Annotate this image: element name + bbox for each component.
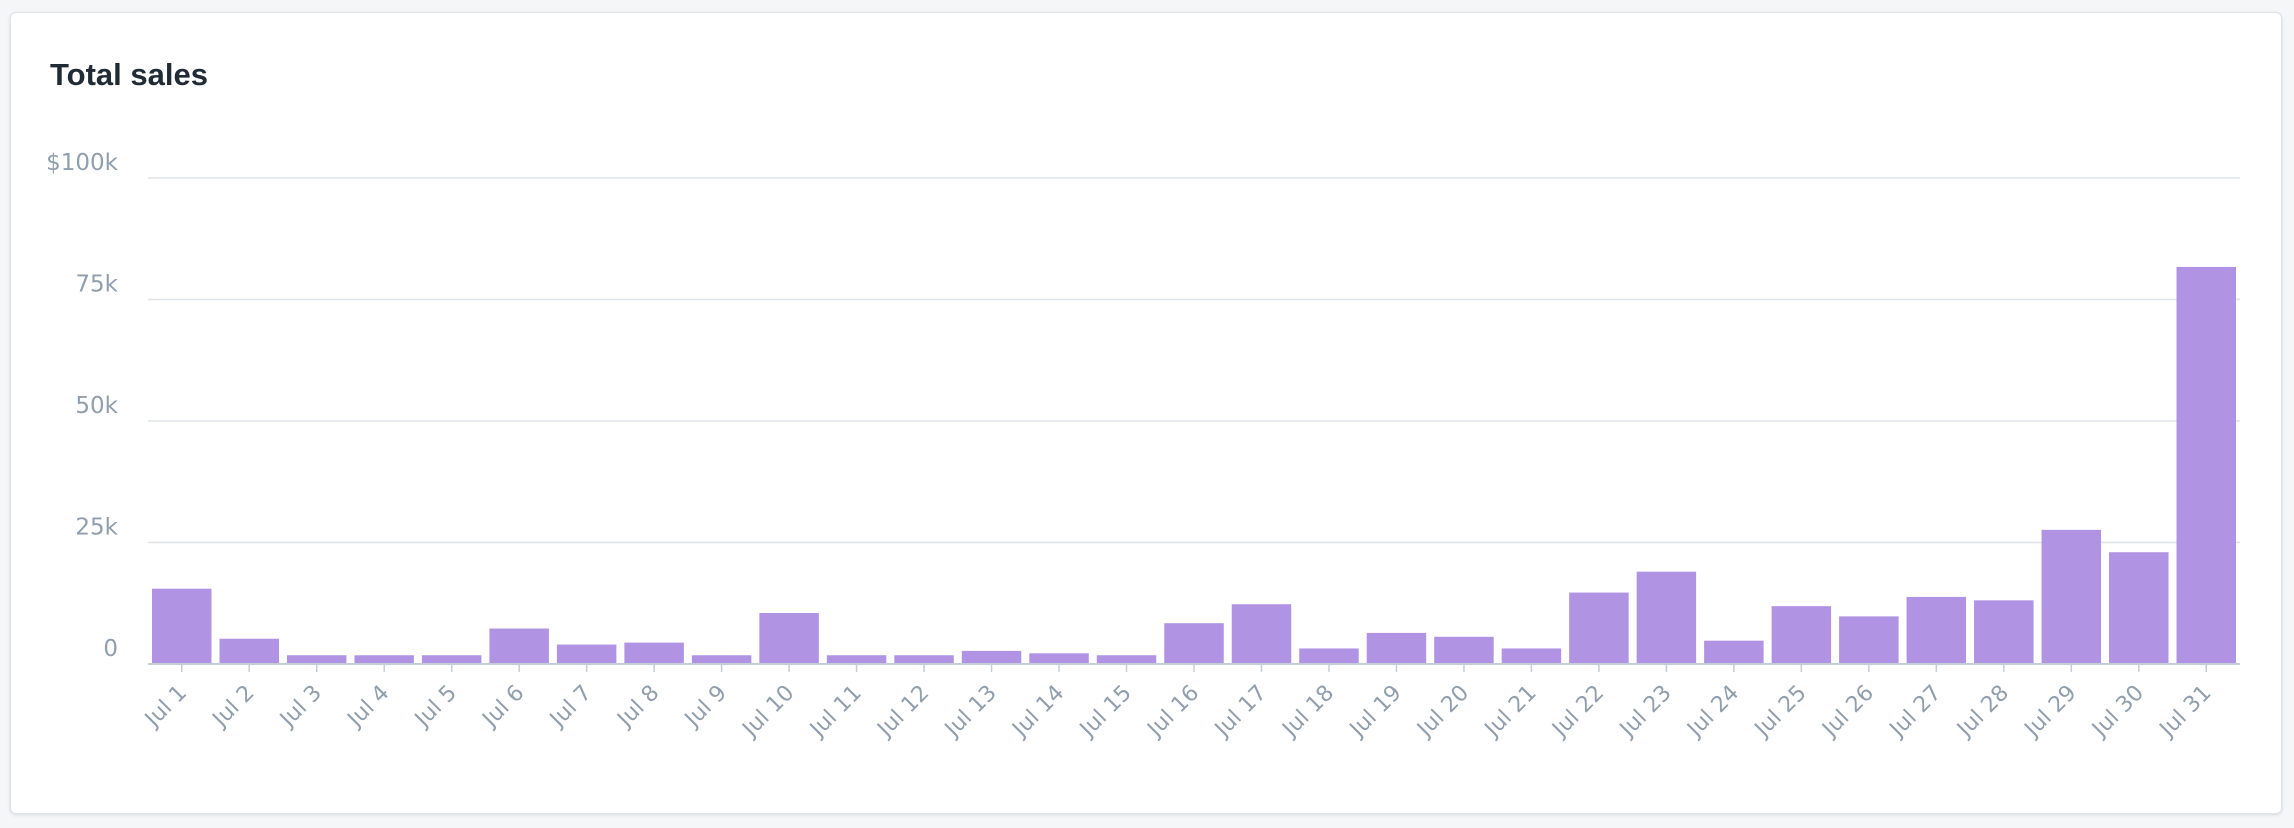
bar[interactable] — [961, 650, 1022, 664]
bar[interactable] — [2109, 552, 2169, 664]
bar[interactable] — [421, 655, 482, 664]
bar[interactable] — [1299, 648, 1359, 664]
x-tick-label: Jul 22 — [1547, 681, 1610, 744]
x-tick-label: Jul 18 — [1277, 681, 1340, 744]
x-tick-label: Jul 4 — [342, 681, 395, 734]
x-tick-label: Jul 30 — [2086, 681, 2149, 744]
x-tick-label: Jul 29 — [2019, 681, 2082, 744]
x-tick-label: Jul 8 — [612, 681, 665, 734]
x-axis — [148, 663, 2240, 672]
x-tick-label: Jul 2 — [207, 681, 260, 734]
bar[interactable] — [152, 588, 212, 664]
x-tick-label: Jul 17 — [1209, 681, 1272, 744]
bar[interactable] — [1231, 604, 1292, 664]
x-tick-label: Jul 7 — [544, 681, 597, 734]
x-tick-label: Jul 14 — [1007, 681, 1070, 744]
bar[interactable] — [2176, 266, 2236, 664]
x-tick-label: Jul 25 — [1749, 681, 1812, 744]
bars — [152, 266, 2236, 664]
y-tick-label: 75k — [75, 272, 118, 298]
bar[interactable] — [1569, 592, 1629, 664]
y-tick-label: 50k — [75, 393, 118, 419]
bar[interactable] — [1839, 616, 1899, 664]
bar[interactable] — [826, 655, 887, 664]
bar[interactable] — [354, 655, 414, 664]
y-axis-ticks: 0 25k 50k 75k $100k — [46, 150, 119, 662]
x-axis-ticks: Jul 1 Jul 2 Jul 3 Jul 4 Jul 5 Jul 6 Jul 7 Jul 8… — [139, 681, 2216, 744]
x-tick-label: Jul 12 — [872, 681, 935, 744]
x-tick-label: Jul 23 — [1614, 681, 1677, 744]
bar[interactable] — [894, 655, 954, 664]
y-tick-label: 25k — [75, 515, 118, 541]
x-tick-label: Jul 28 — [1951, 681, 2014, 744]
bar[interactable] — [759, 612, 819, 664]
bar[interactable] — [1771, 606, 1832, 664]
bar[interactable] — [556, 644, 617, 664]
bar[interactable] — [691, 655, 752, 664]
bar[interactable] — [1636, 571, 1697, 664]
bar[interactable] — [624, 642, 684, 664]
bar[interactable] — [1096, 655, 1157, 664]
bar[interactable] — [1029, 653, 1089, 664]
gridlines — [148, 177, 2240, 544]
x-tick-label: Jul 11 — [804, 681, 867, 744]
x-tick-label: Jul 24 — [1682, 681, 1745, 744]
bar[interactable] — [1366, 632, 1427, 664]
x-tick-label: Jul 6 — [477, 681, 530, 734]
x-tick-label: Jul 21 — [1479, 681, 1542, 744]
x-tick-label: Jul 26 — [1816, 681, 1879, 744]
bar[interactable] — [219, 638, 279, 664]
y-tick-label: 0 — [103, 636, 118, 662]
bar[interactable] — [1974, 600, 2034, 664]
x-tick-label: Jul 16 — [1142, 681, 1205, 744]
x-tick-label: Jul 15 — [1074, 681, 1137, 744]
x-tick-label: Jul 31 — [2154, 681, 2217, 744]
x-tick-label: Jul 20 — [1412, 681, 1475, 744]
x-tick-label: Jul 10 — [737, 681, 800, 744]
bar[interactable] — [1501, 648, 1562, 664]
bar[interactable] — [2041, 529, 2102, 664]
bar[interactable] — [1164, 623, 1224, 664]
total-sales-card: Total sales — [10, 12, 2282, 814]
x-tick-label: Jul 9 — [679, 681, 732, 734]
card-title: Total sales — [50, 57, 208, 92]
x-tick-label: Jul 1 — [139, 681, 192, 734]
y-tick-label: $100k — [46, 150, 119, 176]
bar[interactable] — [1906, 596, 1967, 664]
x-tick-label: Jul 19 — [1344, 681, 1407, 744]
x-tick-label: Jul 5 — [409, 681, 462, 734]
bar[interactable] — [1704, 640, 1764, 664]
x-tick-label: Jul 27 — [1884, 681, 1947, 744]
bar[interactable] — [286, 655, 347, 664]
bar[interactable] — [1434, 636, 1494, 664]
x-tick-label: Jul 13 — [939, 681, 1002, 744]
x-tick-label: Jul 3 — [274, 681, 327, 734]
bar[interactable] — [489, 628, 549, 664]
